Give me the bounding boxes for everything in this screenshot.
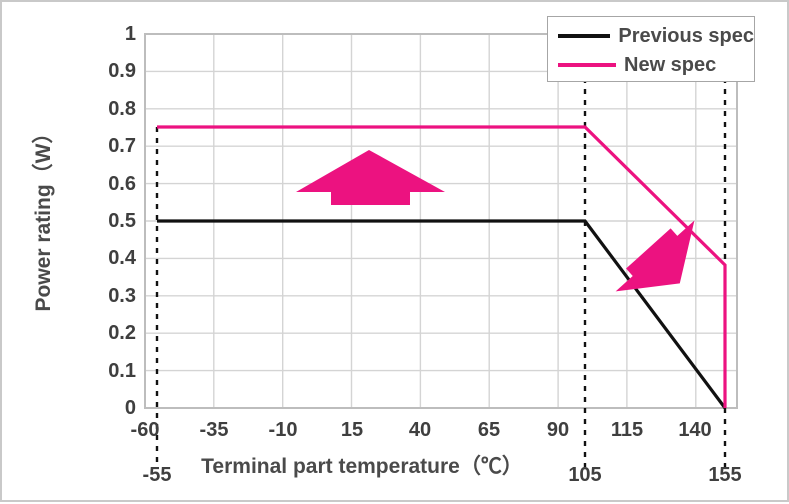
xtick-label-40: 40: [408, 419, 432, 441]
xtick-label-140: 140: [678, 419, 712, 441]
ytick-label-0-4: 0.4: [108, 247, 136, 269]
ytick-label-0: 0: [124, 397, 136, 419]
y-axis-title: Power rating（W）: [32, 122, 55, 312]
legend-item-new-spec[interactable]: New spec: [548, 50, 754, 79]
series-line-new-spec: [157, 125, 727, 408]
legend-label-new-spec: New spec: [624, 53, 717, 76]
xtick-label-minus10: -10: [268, 419, 298, 441]
annotation-label-minus55: -55: [142, 464, 172, 486]
ytick-label-0-9: 0.9: [108, 60, 136, 82]
legend-swatch-new-spec: [558, 62, 616, 67]
annotation-label-105: 105: [568, 464, 602, 486]
xtick-label-15: 15: [340, 419, 364, 441]
legend-label-previous-spec: Previous spec: [618, 24, 754, 47]
ytick-label-0-5: 0.5: [108, 210, 136, 232]
ytick-label-0-6: 0.6: [108, 173, 136, 195]
annotation-label-155: 155: [708, 464, 742, 486]
ytick-label-1: 1: [124, 23, 136, 45]
xtick-label-65: 65: [477, 419, 501, 441]
xtick-label-minus35: -35: [199, 419, 229, 441]
ytick-label-0-7: 0.7: [108, 135, 136, 157]
legend-item-previous-spec[interactable]: Previous spec: [548, 21, 754, 50]
power-increase-arrow-icon: [296, 150, 445, 205]
chart-legend: Previous spec New spec: [547, 16, 755, 82]
xtick-label-minus60: -60: [130, 419, 160, 441]
x-axis-title: Terminal part temperature（℃）: [201, 455, 523, 478]
legend-swatch-previous-spec: [558, 33, 611, 38]
marker-dashed-lines: [155, 34, 727, 467]
xtick-label-90: 90: [546, 419, 570, 441]
xtick-label-115: 115: [610, 419, 644, 441]
plot-border: [144, 33, 738, 409]
ytick-label-0-8: 0.8: [108, 98, 136, 120]
series-line-previous-spec: [157, 219, 727, 409]
ytick-label-0-3: 0.3: [108, 285, 136, 307]
ytick-label-0-2: 0.2: [108, 322, 136, 344]
derating-extension-arrow-icon: [615, 220, 695, 292]
ytick-label-0-1: 0.1: [108, 360, 136, 382]
